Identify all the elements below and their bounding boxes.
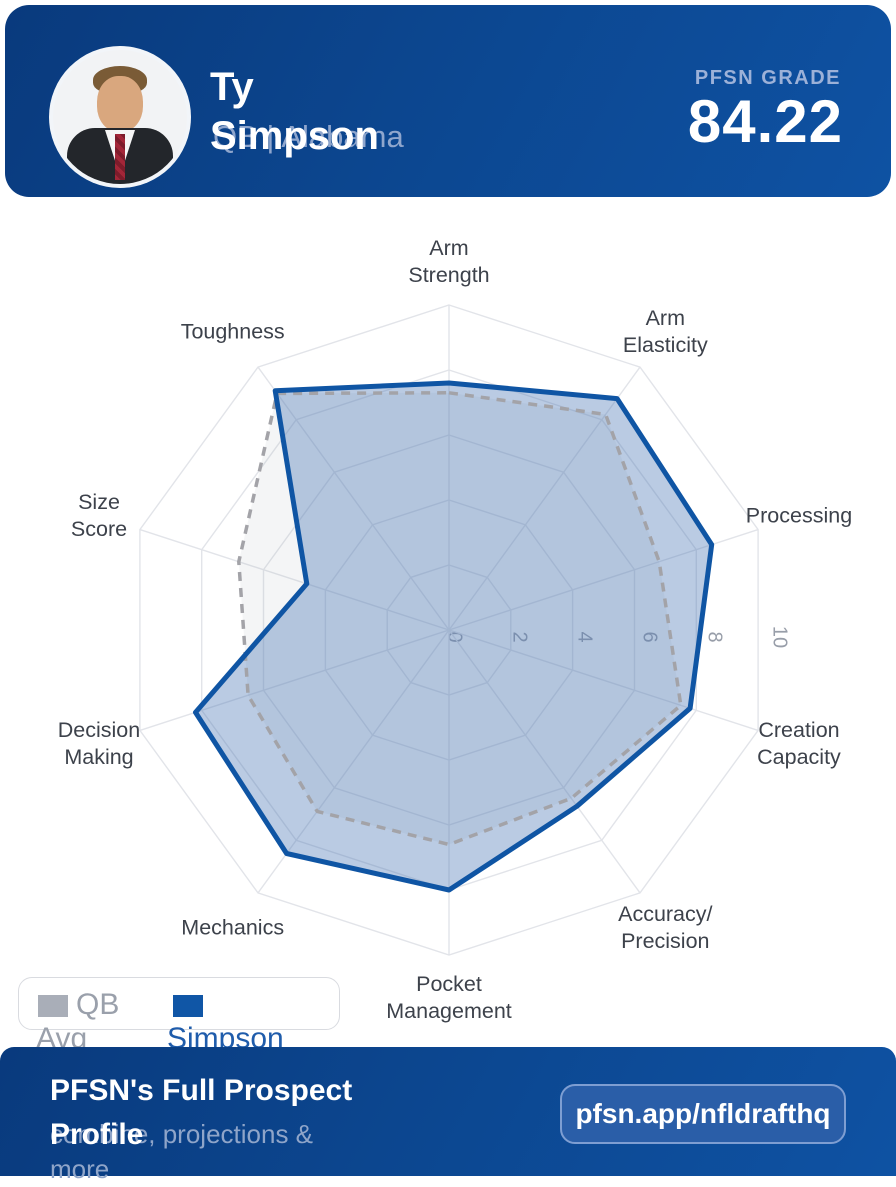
- qb-avg-polygon: [237, 391, 683, 847]
- player-avatar: [53, 50, 187, 184]
- footer-subtitle-line1: combine, projections &: [50, 1119, 314, 1149]
- axis-label-creation-capacity: Creation Capacity: [757, 717, 841, 769]
- simpson-fill: [195, 383, 712, 890]
- grid-spoke: [257, 629, 450, 894]
- axis-label-arm-elasticity: Arm Elasticity: [622, 306, 708, 358]
- axis-label-accuracy-precision: Accuracy/Precision: [618, 901, 713, 953]
- avatar-tie: [115, 134, 125, 180]
- grid-spoke: [448, 629, 641, 894]
- pfsn-link-button[interactable]: pfsn.app/nfldrafthq: [560, 1084, 846, 1144]
- simpson-polygon: [193, 380, 715, 893]
- radar-chart: 0246810 ArmStrengthArmElasticityProcessi…: [0, 205, 896, 1023]
- legend-swatch-qb-avg: [38, 995, 68, 1017]
- footer-bar: combine, projections & more PFSN's Full …: [0, 1047, 896, 1184]
- pfsn-grade-label: PFSN GRADE: [694, 67, 841, 89]
- axis-label-mechanics: Mechanics: [181, 915, 285, 940]
- player-last-name: Simpson: [210, 113, 379, 158]
- axis-label-arm-strength: Arm Strength: [408, 236, 490, 287]
- axis-label-processing: Processing: [745, 503, 853, 528]
- grid-spoke: [139, 528, 450, 631]
- grid-spoke: [257, 366, 450, 631]
- axis-label-pocket-management: Pocket Management: [386, 972, 512, 1023]
- footer-title-line2: Profile: [50, 1117, 144, 1151]
- grid-spoke: [448, 528, 759, 631]
- radar-svg: [139, 304, 759, 956]
- grid-spoke: [448, 366, 641, 631]
- grid-spoke: [139, 629, 450, 732]
- pfsn-grade-value: 84.22: [687, 88, 843, 155]
- axis-label-size-score: Size Score: [70, 490, 128, 542]
- player-first-name: Ty: [210, 65, 254, 109]
- player-header-card: QB | Alabama Ty Simpson PFSN GRADE 84.22: [5, 5, 891, 197]
- axis-category-labels: Arm Strength Arm Elasticity Processing Creati…: [0, 205, 896, 1023]
- player-position-school: QB | Alabama: [213, 119, 404, 154]
- grid-spoke: [448, 629, 759, 732]
- player-name: Ty Simpson: [210, 63, 379, 161]
- footer-subtitle-line2: more: [50, 1154, 110, 1185]
- qb-avg-fill: [238, 392, 681, 845]
- legend-label-qb: QB: [76, 988, 120, 1021]
- footer-title: PFSN's Full Prospect Profile: [50, 1069, 352, 1156]
- footer-title-line1: PFSN's Full Prospect: [50, 1074, 353, 1107]
- avatar-face: [97, 76, 143, 132]
- axis-label-toughness: Toughness: [180, 319, 285, 344]
- legend-swatch-simpson: [173, 995, 203, 1017]
- axis-label-decision-making: Decision Making: [57, 717, 141, 769]
